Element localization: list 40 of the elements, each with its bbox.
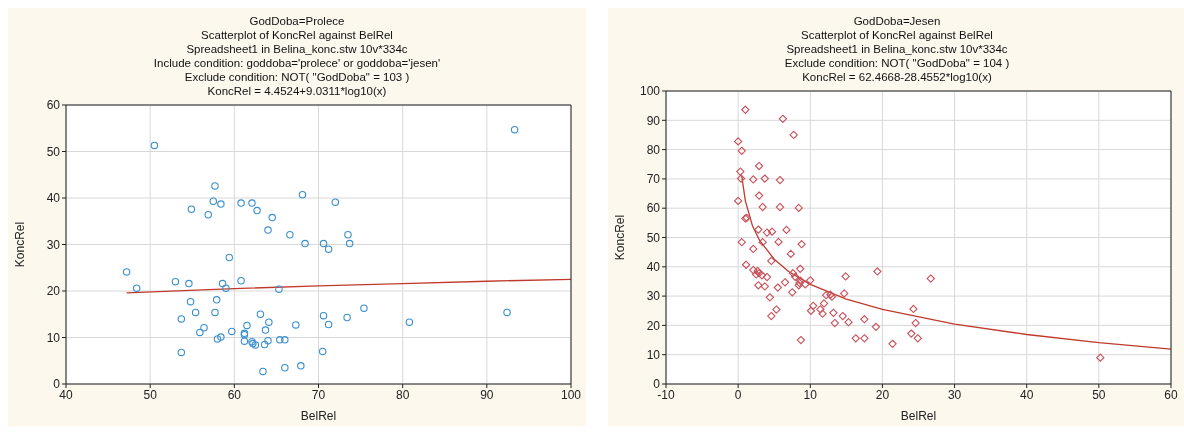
chart-title: GodDoba=Prolece: [248, 14, 346, 28]
y-axis-title: KoncRel: [613, 214, 628, 261]
x-tick-label: 30: [947, 387, 962, 402]
y-tick-label: 50: [646, 230, 661, 245]
x-tick-label: 80: [395, 387, 410, 402]
y-tick-label: 20: [646, 318, 661, 333]
y-tick-label: 10: [46, 330, 61, 345]
y-tick-label: 70: [646, 172, 661, 187]
x-tick-label: 60: [1164, 387, 1178, 402]
x-tick-label: 70: [311, 387, 326, 402]
y-tick-label: 50: [46, 144, 61, 159]
x-axis-title: BelRel: [300, 409, 337, 423]
x-tick-label: 40: [59, 387, 73, 402]
y-tick-label: 10: [646, 347, 661, 362]
y-tick-label: 0: [53, 377, 61, 392]
x-tick-label: 10: [803, 387, 818, 402]
y-tick-label: 40: [646, 260, 661, 275]
chart-title: GodDoba=Jesen: [852, 14, 942, 28]
x-tick-label: 50: [1092, 387, 1106, 402]
y-tick-label: 60: [646, 201, 661, 216]
x-tick-label: 0: [734, 387, 742, 402]
x-axis-title: BelRel: [900, 409, 937, 423]
y-tick-label: 20: [46, 284, 61, 299]
x-tick-label: 60: [227, 387, 242, 402]
chart-subtitle: Scatterplot of KoncRel against BelRel Spreadsheet1 in Belina_konc.stw 10v*334c Include condition: goddoba='prolece' or goddoba='jesen' Exclude condition: NOT( "GodDoba" = 103 ) KoncRel = 4.4524+9.0311*log10(x): [152, 28, 442, 98]
line-series: [125, 278, 571, 294]
x-tick-label: 90: [480, 387, 494, 402]
y-tick-label: 90: [646, 113, 661, 128]
x-tick-label: 50: [143, 387, 158, 402]
y-axis-title: KoncRel: [13, 221, 28, 268]
x-tick-label: 100: [560, 387, 582, 402]
y-tick-label: 40: [46, 191, 61, 206]
x-tick-label: 40: [1020, 387, 1034, 402]
x-tick-label: 20: [875, 387, 890, 402]
y-tick-label: 80: [646, 142, 661, 157]
y-tick-label: 60: [46, 98, 61, 113]
chart-subtitle: Scatterplot of KoncRel against BelRel Spreadsheet1 in Belina_konc.stw 10v*334c Exclude condition: NOT( "GodDoba" = 104 ) KoncRel = 62.4668-28.4552*log10(x): [783, 28, 1011, 84]
y-tick-label: 30: [646, 289, 661, 304]
y-tick-label: 30: [46, 237, 61, 252]
y-tick-label: 100: [639, 84, 661, 99]
